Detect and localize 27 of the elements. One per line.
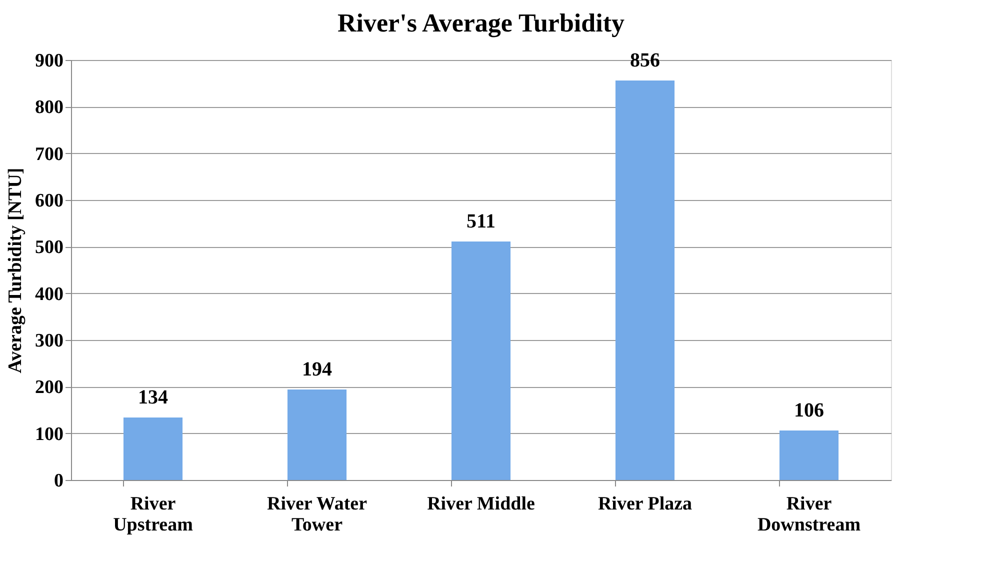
y-tick-label: 100 [35,424,64,445]
bar [287,389,347,480]
data-label: 194 [302,358,332,380]
y-tick-label: 300 [35,330,64,352]
x-tick-label: River Upstream [113,494,194,536]
data-label: 106 [794,400,824,422]
x-tick-label: River Plaza [598,494,693,514]
x-tick-label: River Water Tower [266,494,368,536]
y-tick-label: 0 [54,470,64,492]
data-label: 511 [466,210,496,233]
chart-title: River's Average Turbidity [338,8,624,38]
x-tick-label: River Downstream [757,494,861,536]
x-tick-label: River Middle [427,494,535,514]
data-label: 134 [138,386,168,408]
y-axis-title: Average Turbidity [NTU] [5,168,26,374]
data-label: 856 [630,50,660,72]
y-tick-label: 600 [35,190,64,212]
y-tick-label: 900 [35,50,64,72]
y-tick-label: 800 [35,97,64,118]
bar [615,80,675,480]
y-tick-label: 500 [35,237,64,258]
y-tick-label: 700 [35,144,64,165]
y-tick-label: 400 [35,284,64,305]
bar [779,430,839,480]
bar [123,417,183,480]
y-tick-label: 200 [35,377,64,398]
bar [451,242,511,480]
